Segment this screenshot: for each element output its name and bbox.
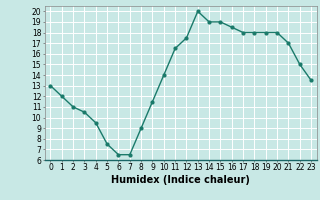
X-axis label: Humidex (Indice chaleur): Humidex (Indice chaleur)	[111, 175, 250, 185]
